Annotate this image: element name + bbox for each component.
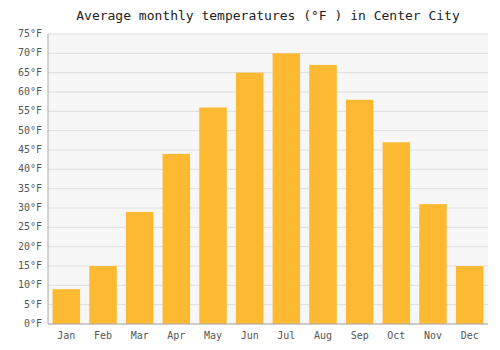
bar	[126, 212, 153, 324]
bar	[456, 266, 484, 324]
grid-line	[48, 111, 488, 112]
y-tick-label: 20°F	[18, 241, 42, 252]
x-axis: Jan Feb Mar Apr May Jun Jul Aug Sep Oct Nov Dec	[57, 330, 478, 341]
bar	[89, 266, 117, 324]
page: {"chart_data": {"type": "bar", "title": …	[0, 0, 500, 350]
x-tick-label: Feb	[94, 330, 112, 341]
y-tick-label: 55°F	[18, 105, 42, 116]
y-tick-label: 10°F	[18, 279, 42, 290]
x-tick-label: Mar	[131, 330, 149, 341]
x-tick-label: Jun	[241, 330, 259, 341]
x-tick-label: Nov	[424, 330, 442, 341]
grid-line	[48, 169, 488, 170]
bar	[163, 154, 191, 324]
grid-line	[48, 92, 488, 93]
x-tick-label: Jan	[57, 330, 75, 341]
y-tick-label: 50°F	[18, 125, 42, 136]
bar	[383, 142, 411, 324]
grid-line	[48, 53, 488, 54]
grid-line	[48, 72, 488, 73]
grid-line	[48, 150, 488, 151]
x-axis-line	[48, 324, 488, 325]
title: Average monthly temperatures (°F ) in Ce…	[76, 8, 460, 23]
bars	[53, 53, 484, 324]
x-tick-label: Dec	[461, 330, 479, 341]
y-tick-label: 30°F	[18, 202, 42, 213]
x-tick-label: May	[204, 330, 222, 341]
y-tick-label: 60°F	[18, 86, 42, 97]
bar	[236, 73, 264, 324]
y-tick-label: 40°F	[18, 163, 42, 174]
chart: 0°F 5°F 10°F 15°F 20°F 25°F 30°F 35°F 40°F 45°F 50…	[0, 0, 500, 350]
bar	[346, 100, 374, 324]
y-tick-label: 25°F	[18, 221, 42, 232]
y-tick-label: 15°F	[18, 260, 42, 271]
x-tick-label: Aug	[314, 330, 332, 341]
bar	[419, 204, 447, 324]
bar	[273, 53, 301, 324]
plot-background	[48, 34, 488, 324]
y-tick-label: 65°F	[18, 67, 42, 78]
bar	[53, 289, 80, 324]
grid-line	[48, 324, 488, 325]
y-axis-line	[48, 34, 49, 324]
x-tick-label: Apr	[167, 330, 185, 341]
bar	[199, 107, 227, 324]
y-tick-label: 0°F	[24, 318, 42, 329]
grid-line	[48, 188, 488, 189]
grid-line	[48, 130, 488, 131]
y-tick-label: 75°F	[18, 28, 42, 39]
y-axis: 0°F 5°F 10°F 15°F 20°F 25°F 30°F 35°F 40°F 45°F 50…	[18, 28, 42, 329]
x-tick-label: Sep	[351, 330, 369, 341]
grid	[48, 34, 488, 324]
y-tick-label: 35°F	[18, 183, 42, 194]
bar	[309, 65, 337, 324]
y-tick-label: 45°F	[18, 144, 42, 155]
x-tick-label: Oct	[387, 330, 405, 341]
x-tick-label: Jul	[277, 330, 295, 341]
y-tick-label: 70°F	[18, 47, 42, 58]
grid-line	[48, 34, 488, 35]
y-tick-label: 5°F	[24, 299, 42, 310]
